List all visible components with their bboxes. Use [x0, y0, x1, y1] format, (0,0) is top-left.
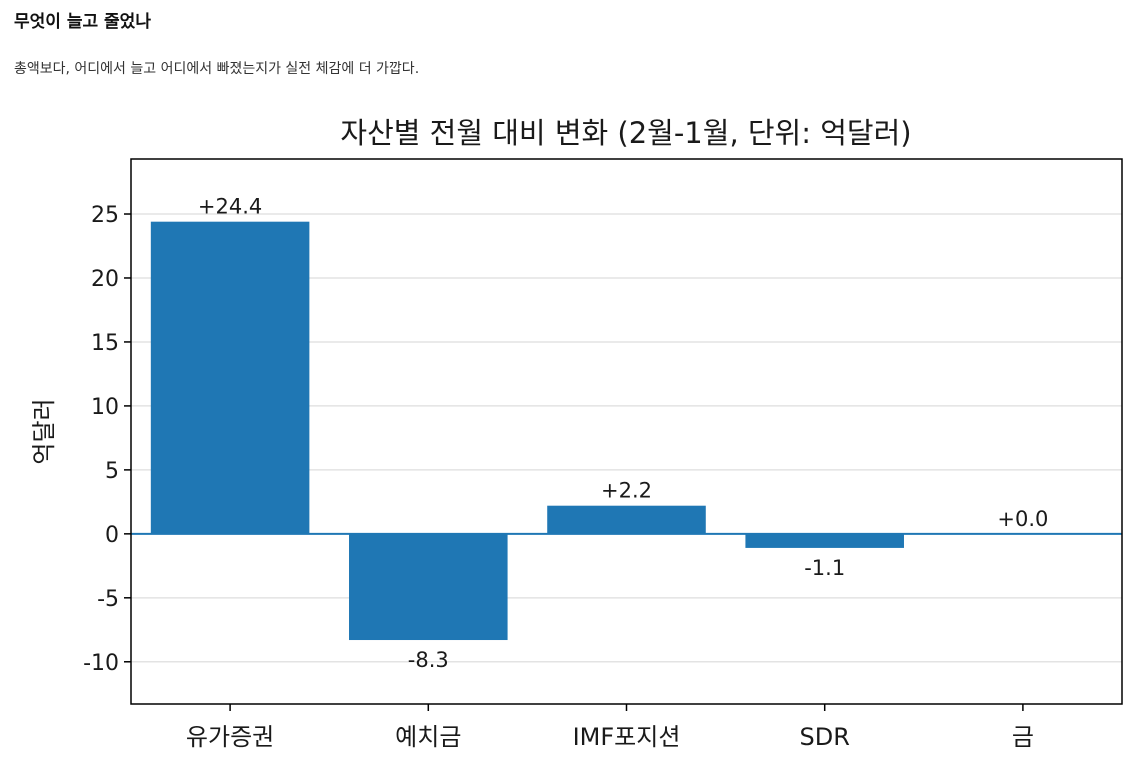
x-tick-label: IMF포지션	[573, 723, 681, 751]
bar	[745, 533, 904, 548]
y-tick-label: -10	[83, 651, 119, 676]
y-tick-label: 15	[91, 331, 119, 356]
bar	[547, 505, 706, 534]
value-label: +0.0	[997, 507, 1048, 531]
y-axis-label: 억달러	[30, 398, 58, 464]
y-tick-label: 10	[91, 395, 119, 420]
page-title: 무엇이 늘고 줄었나	[14, 12, 151, 32]
value-label: -8.3	[408, 648, 449, 672]
page-subtitle: 총액보다, 어디에서 늘고 어디에서 빠졌는지가 실전 체감에 더 가깝다.	[14, 61, 420, 77]
chart-title: 자산별 전월 대비 변화 (2월-1월, 단위: 억달러)	[340, 116, 911, 150]
x-axis-ticks: 유가증권 예치금 IMF포지션 SDR 금	[186, 704, 1034, 751]
page-header: 무엇이 늘고 줄었나 총액보다, 어디에서 늘고 어디에서 빠졌는지가 실전 체…	[14, 10, 1124, 79]
bar	[150, 221, 310, 534]
x-tick-label: 금	[1012, 723, 1034, 751]
value-label: -1.1	[804, 556, 845, 580]
bars	[150, 221, 904, 641]
y-axis-ticks: -10 -5 0 5 10 15 20 25	[83, 203, 131, 676]
value-labels: +24.4 -8.3 +2.2 -1.1 +0.0	[198, 195, 1048, 672]
y-tick-label: 0	[105, 523, 119, 548]
value-label: +2.2	[601, 479, 652, 503]
y-tick-label: -5	[97, 587, 119, 612]
y-tick-label: 20	[91, 267, 119, 292]
asset-change-bar-chart: 자산별 전월 대비 변화 (2월-1월, 단위: 억달러) -10 -5 0 5 10 1…	[30, 116, 1123, 751]
x-tick-label: 예치금	[395, 723, 461, 751]
y-tick-label: 5	[105, 459, 119, 484]
x-tick-label: SDR	[800, 723, 850, 751]
value-label: +24.4	[198, 195, 262, 219]
y-tick-label: 25	[91, 203, 119, 228]
x-tick-label: 유가증권	[186, 723, 274, 751]
bar	[349, 533, 508, 641]
